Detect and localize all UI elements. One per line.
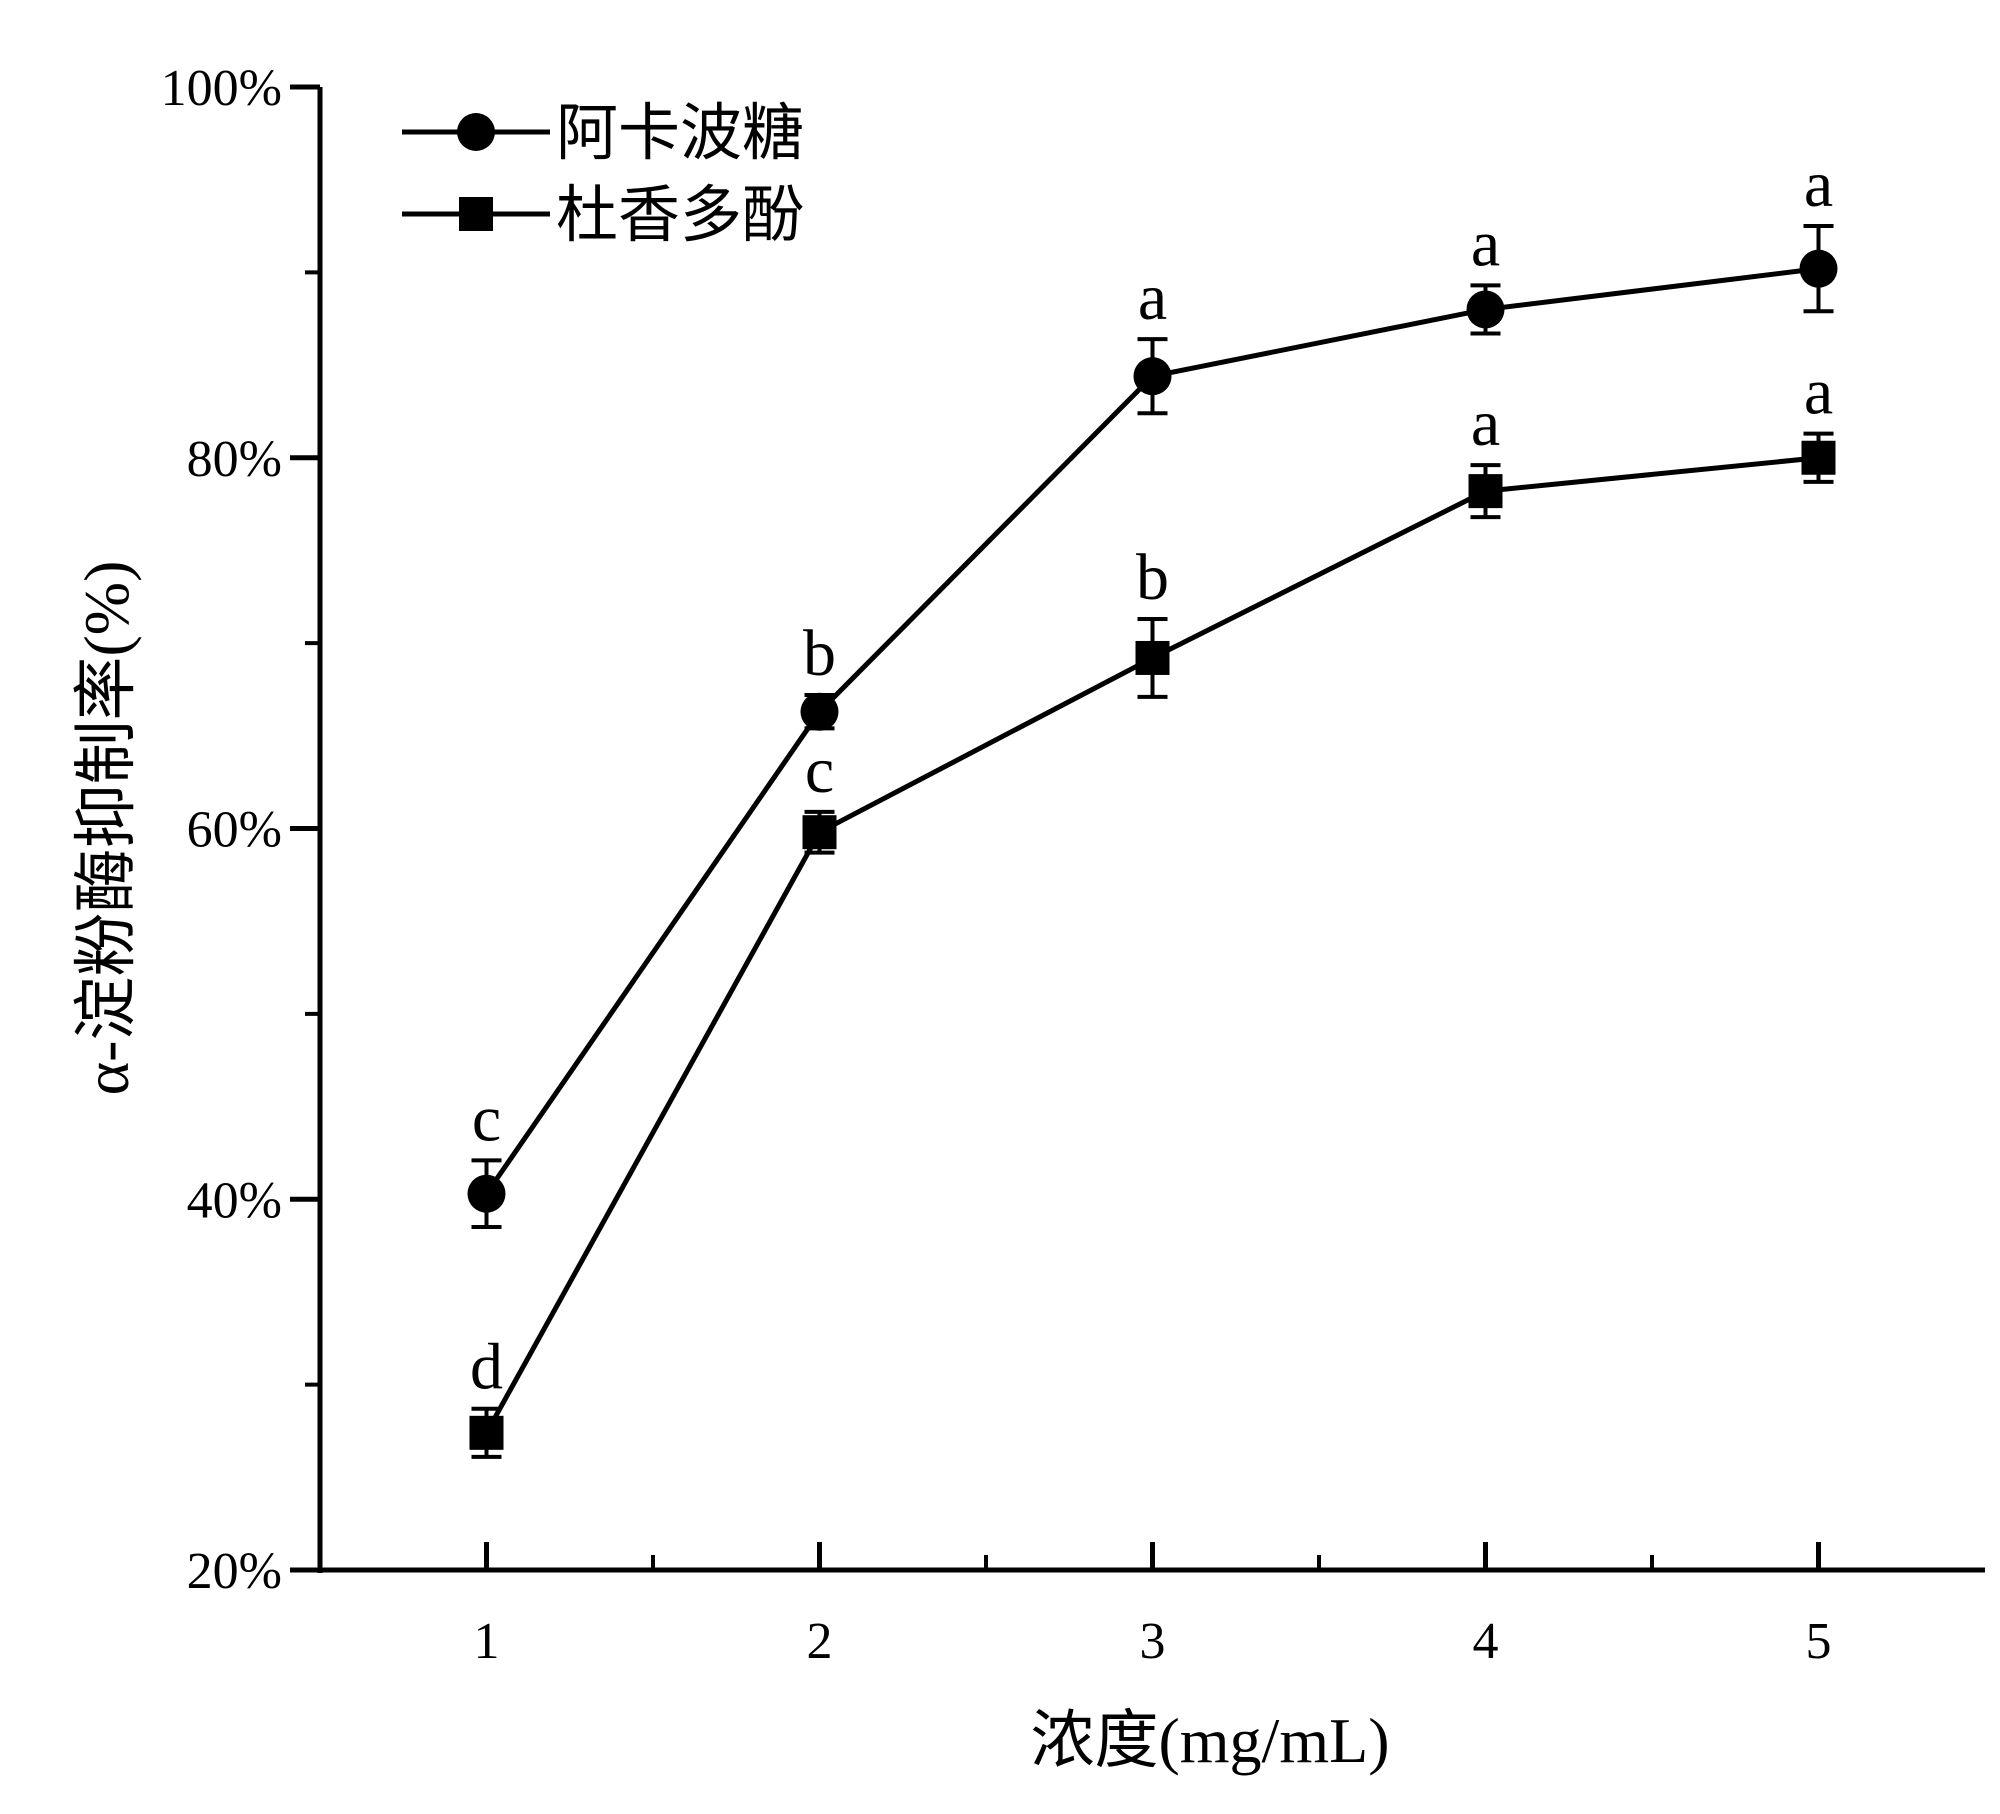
data-point: [800, 692, 839, 731]
legend-marker: [457, 113, 495, 151]
x-tick-label: 3: [1140, 1613, 1166, 1670]
ticks: 20% 40% 60% 80% 100% 1 2 3 4 5: [161, 60, 1832, 1670]
x-axis-title: 浓度(mg/mL): [1030, 1705, 1389, 1776]
y-tick-label: 40%: [187, 1172, 282, 1229]
y-tick-label: 20%: [187, 1543, 282, 1600]
data-point: [802, 815, 837, 850]
legend-label: 杜香多酚: [556, 182, 804, 250]
x-tick-label: 5: [1806, 1613, 1832, 1670]
y-axis-title: α-淀粉酶抑制率(%): [71, 561, 142, 1096]
data-point: [1801, 440, 1836, 475]
data-point: [1133, 357, 1172, 396]
legend-item-1: 阿卡波糖: [402, 100, 804, 168]
legend-label: 阿卡波糖: [556, 100, 804, 168]
x-tick-label: 4: [1473, 1613, 1499, 1670]
y-tick-label: 80%: [187, 431, 282, 488]
significance-label: a: [1471, 207, 1500, 280]
legend-item-2: 杜香多酚: [402, 182, 804, 250]
significance-label: b: [1136, 541, 1169, 614]
data-point: [1466, 290, 1505, 329]
significance-label: d: [470, 1331, 503, 1404]
data-point: [1468, 474, 1503, 509]
data-point: [1799, 249, 1838, 288]
data-point: [469, 1415, 504, 1450]
significance-label: a: [1804, 356, 1833, 429]
significance-label: b: [803, 617, 836, 690]
data-point: [1135, 640, 1170, 675]
significance-label: a: [1138, 261, 1167, 334]
significance-label: a: [1804, 148, 1833, 221]
y-tick-label: 60%: [187, 802, 282, 859]
significance-label: c: [805, 734, 834, 807]
legend-marker: [459, 197, 493, 231]
significance-label: a: [1471, 387, 1500, 460]
significance-label: c: [472, 1082, 501, 1155]
x-tick-label: 2: [807, 1613, 833, 1670]
x-tick-label: 1: [474, 1613, 500, 1670]
y-tick-label: 100%: [161, 60, 282, 117]
data-point: [467, 1174, 506, 1213]
